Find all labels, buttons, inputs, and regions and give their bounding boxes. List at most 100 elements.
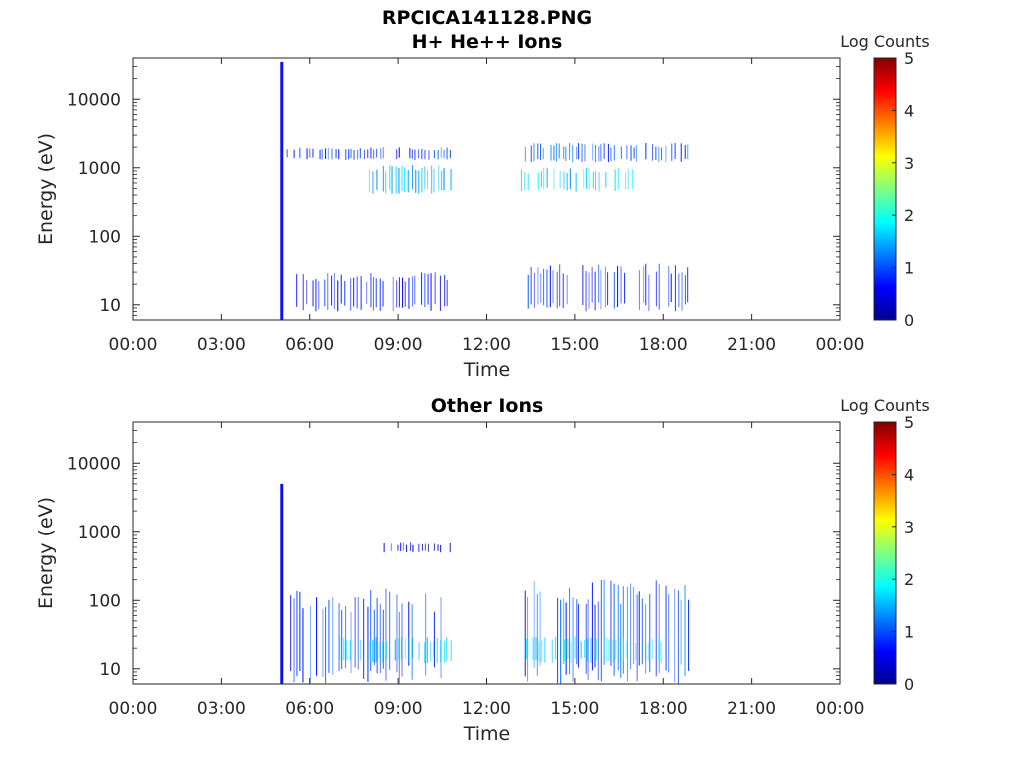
streak [607, 143, 609, 163]
streak [588, 272, 590, 309]
streak [368, 169, 370, 193]
streak [389, 165, 391, 190]
streak [357, 596, 359, 670]
x-tick-label: 15:00 [550, 699, 599, 719]
streak [610, 580, 612, 666]
streak [620, 146, 622, 159]
streak [363, 598, 365, 679]
streak [590, 637, 592, 663]
streak [378, 642, 380, 659]
streak [655, 271, 657, 307]
streak [670, 273, 672, 302]
streak [443, 149, 445, 159]
streak [428, 150, 430, 160]
plot-frame [132, 57, 841, 321]
colorbar [873, 421, 897, 685]
streak [658, 146, 660, 162]
colorbar-tick-label: 1 [904, 623, 914, 642]
streak [553, 145, 555, 161]
streak [370, 273, 372, 308]
streak [345, 606, 347, 669]
x-tick-label: 18:00 [639, 335, 688, 355]
streak [370, 147, 372, 159]
streak [421, 272, 423, 305]
streak [541, 639, 543, 663]
streak [389, 591, 391, 670]
streak [373, 609, 375, 665]
streak [367, 606, 369, 682]
streak [341, 609, 343, 670]
streak [530, 267, 532, 305]
x-tick-label: 06:00 [285, 699, 334, 719]
streak [437, 165, 439, 191]
streak [594, 145, 596, 163]
streak [415, 169, 417, 193]
spectrogram-feature [339, 636, 452, 664]
streak [380, 148, 382, 159]
streak [398, 637, 400, 660]
burst-streak [280, 61, 284, 320]
streak [687, 267, 689, 303]
streak [600, 269, 602, 310]
streak [360, 276, 362, 310]
panel-title: Other Ions [431, 395, 544, 417]
streak [411, 149, 413, 159]
y-tick-label: 1000 [78, 523, 121, 543]
y-axis-label: Energy (eV) [35, 497, 57, 609]
colorbar [873, 57, 897, 321]
streak [581, 143, 583, 162]
streak [678, 273, 680, 308]
colorbar-label: Log Counts [840, 396, 930, 415]
streak [553, 168, 555, 190]
streak [424, 543, 426, 551]
streak [404, 167, 406, 193]
streak [563, 598, 565, 665]
x-tick-label: 12:00 [462, 335, 511, 355]
streak [649, 594, 651, 673]
streak [635, 642, 637, 661]
colorbar-tick-label: 4 [904, 465, 914, 484]
streak [381, 642, 383, 663]
streak [533, 272, 535, 308]
streak [586, 167, 588, 189]
streak [537, 172, 539, 190]
streak [645, 604, 647, 674]
streak [627, 168, 629, 190]
streak [598, 172, 600, 192]
streak [533, 580, 535, 669]
streak [396, 280, 398, 308]
streak [671, 143, 673, 161]
streak [567, 638, 569, 660]
streak [655, 580, 657, 677]
streak [549, 265, 551, 308]
streak [327, 147, 329, 160]
streak [626, 145, 628, 160]
streak [424, 273, 426, 308]
streak [526, 638, 528, 660]
streak [424, 166, 426, 190]
streak [293, 149, 295, 159]
streak [684, 585, 686, 677]
spectrogram-feature [280, 61, 284, 320]
streak [641, 598, 643, 665]
streak [359, 639, 361, 661]
streak [402, 542, 404, 551]
streak [427, 273, 429, 305]
y-tick-label: 10 [99, 296, 121, 316]
streak [309, 148, 311, 158]
streak [354, 597, 356, 668]
streak [444, 640, 446, 663]
streak [410, 542, 412, 551]
streak [645, 263, 647, 306]
x-tick-label: 21:00 [727, 699, 776, 719]
streak [594, 604, 596, 668]
spectrogram-feature [290, 588, 442, 684]
streak [562, 273, 564, 309]
streak [440, 640, 442, 663]
streak [439, 275, 441, 311]
streak [345, 149, 347, 160]
streak [583, 168, 585, 189]
streak [597, 601, 599, 681]
streak [622, 586, 624, 674]
streak [397, 544, 399, 551]
